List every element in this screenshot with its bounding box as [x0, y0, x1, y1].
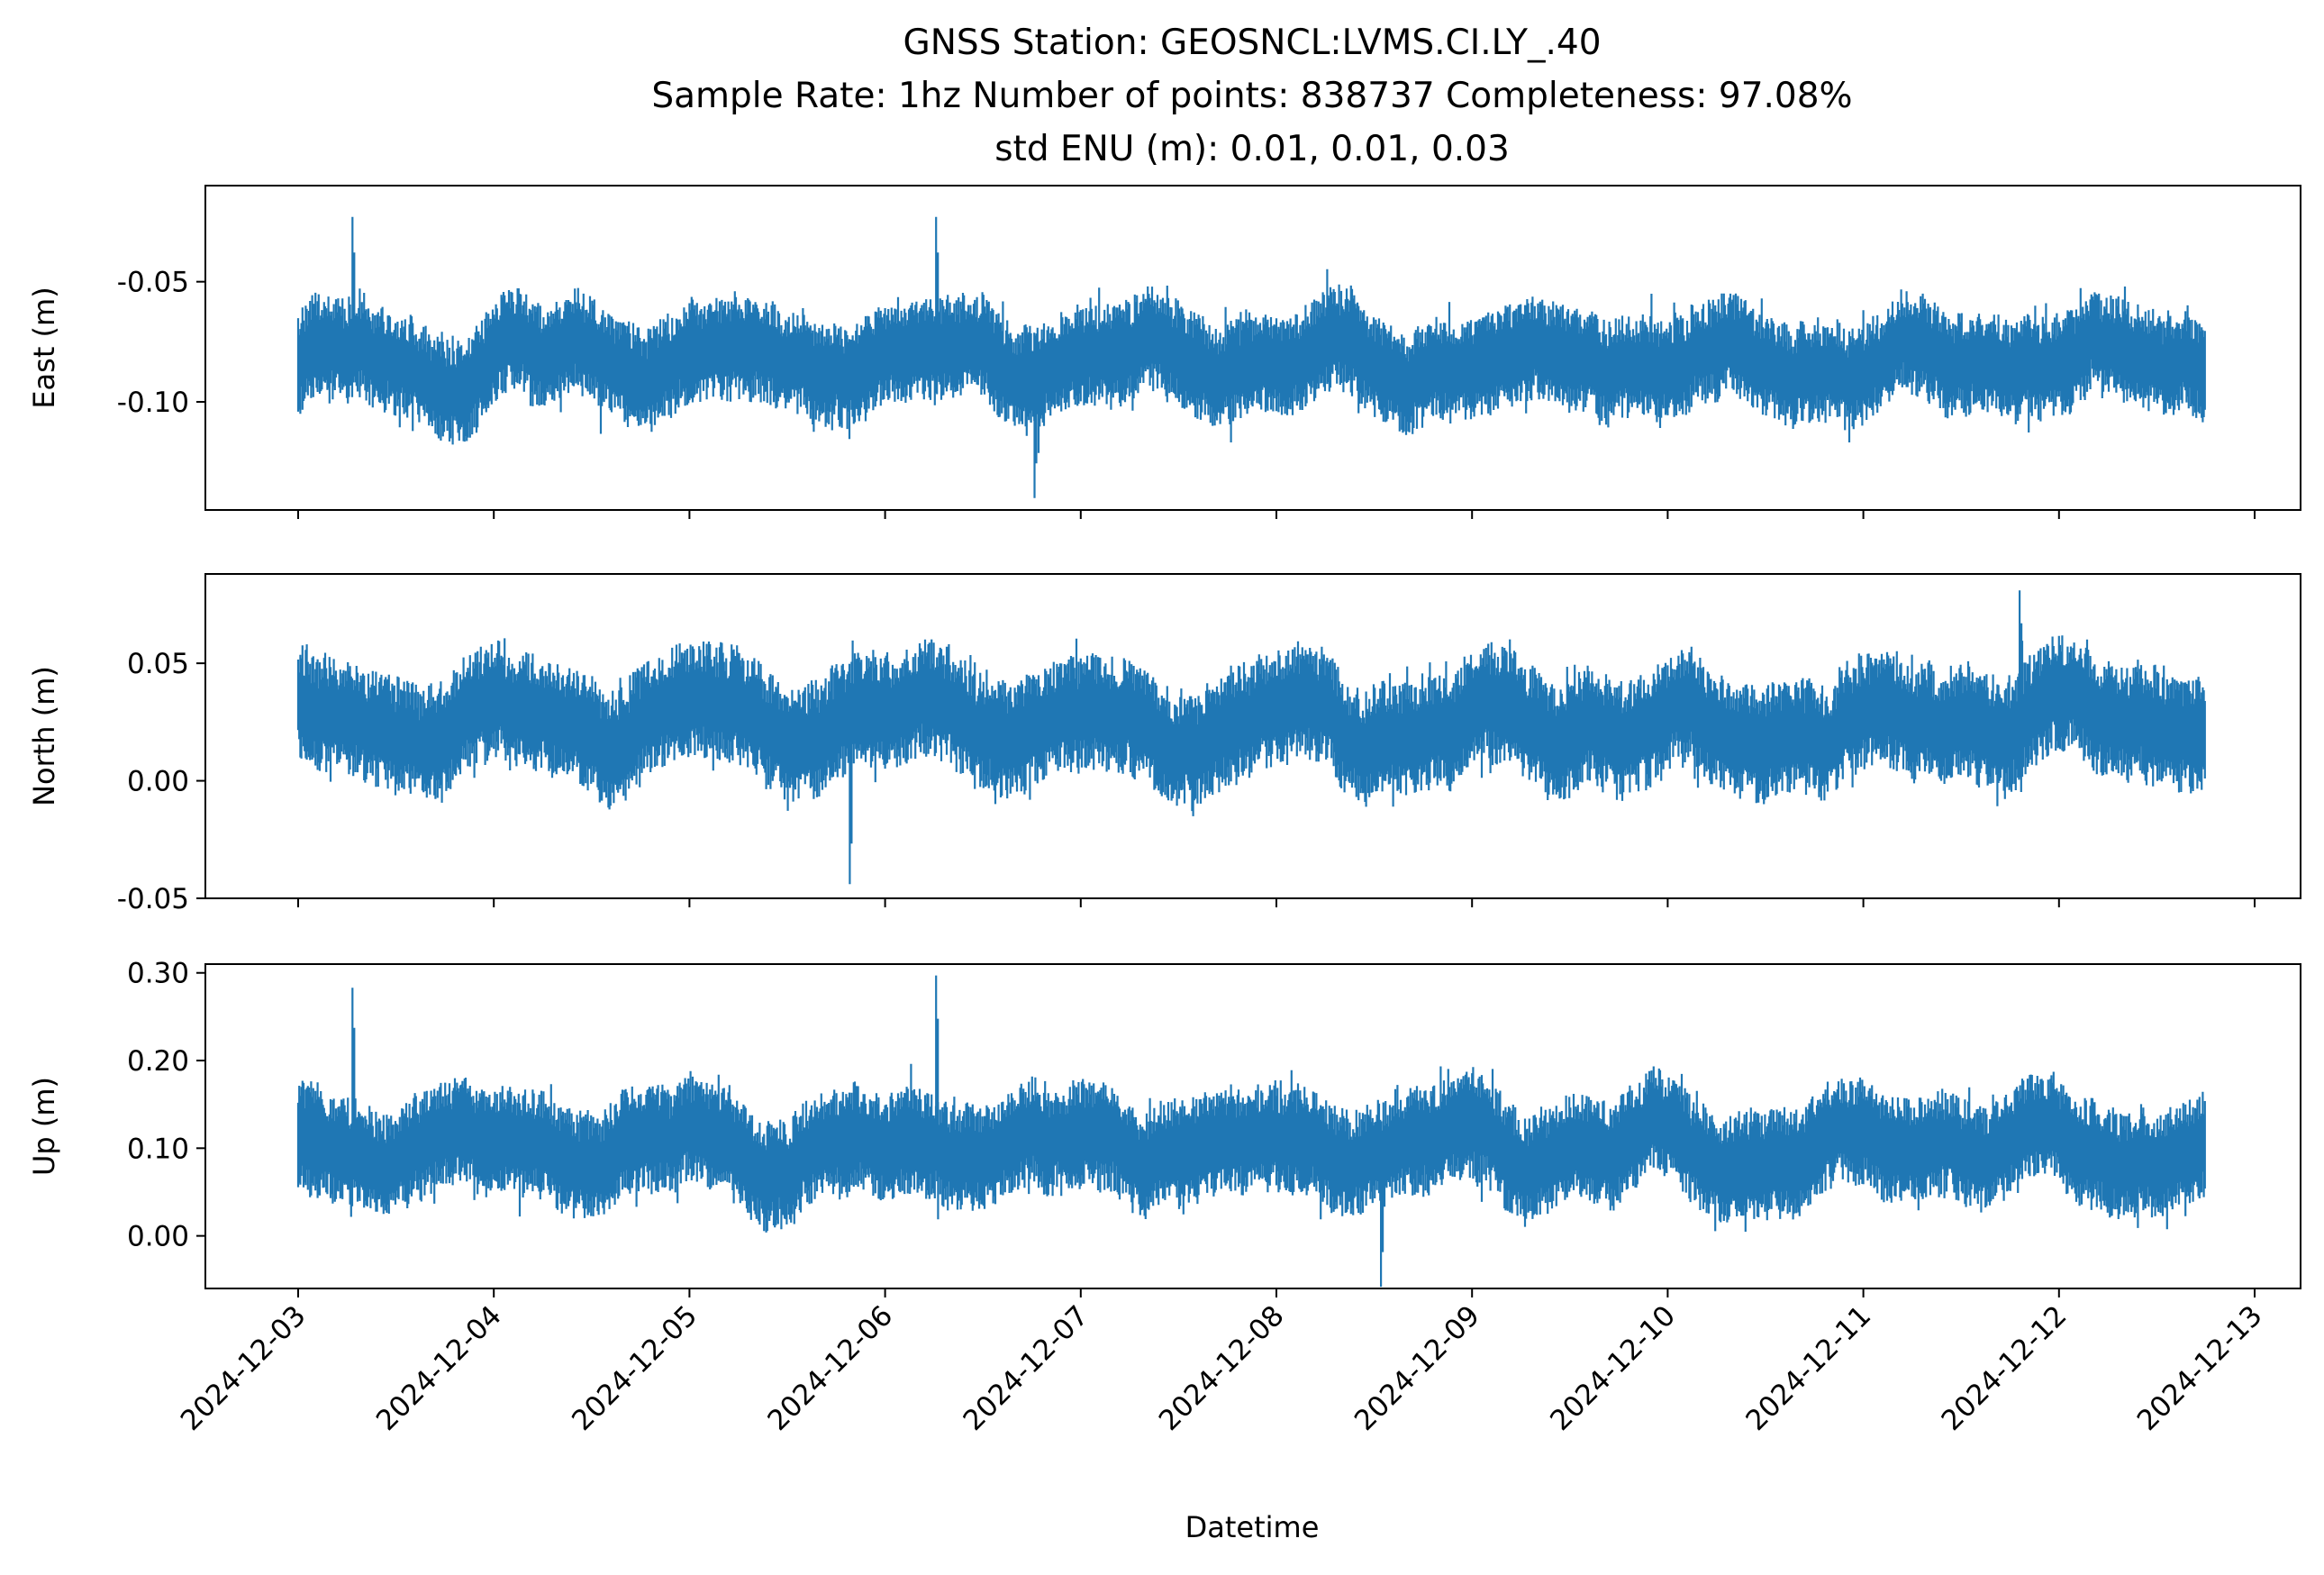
- subplot-east: -0.05 -0.10 East (m): [27, 185, 2301, 519]
- east-ytick-label: -0.05: [117, 267, 189, 299]
- up-axes-frame: [204, 963, 2301, 1289]
- up-ytick-label: 0.20: [127, 1045, 189, 1078]
- subplot-north: 0.05 0.00 -0.05 North (m): [27, 573, 2301, 915]
- up-ytick-label: 0.10: [127, 1133, 189, 1165]
- up-ytick-label: 0.30: [127, 958, 189, 990]
- figure-title-line-1: GNSS Station: GEOSNCL:LVMS.CI.LY_.40: [903, 23, 1601, 63]
- up-ylabel: Up (m): [27, 1077, 61, 1176]
- east-ytick-label: -0.10: [117, 387, 189, 419]
- up-series-line: [296, 975, 2206, 1288]
- north-ytick-label: -0.05: [117, 883, 189, 915]
- north-ytick-label: 0.05: [127, 648, 189, 680]
- north-ytick-label: 0.00: [127, 766, 189, 798]
- north-axes-frame: [204, 573, 2301, 899]
- x-axis-label: Datetime: [1185, 1510, 1320, 1544]
- east-series-line: [296, 216, 2206, 498]
- up-ytick-label: 0.00: [127, 1221, 189, 1253]
- east-axes-frame: [204, 185, 2301, 511]
- east-ylabel: East (m): [27, 287, 61, 408]
- north-series-line: [296, 590, 2206, 885]
- north-ylabel: North (m): [27, 666, 61, 806]
- figure-title-line-3: std ENU (m): 0.01, 0.01, 0.03: [994, 129, 1510, 169]
- figure-title-line-2: Sample Rate: 1hz Number of points: 83873…: [651, 76, 1852, 116]
